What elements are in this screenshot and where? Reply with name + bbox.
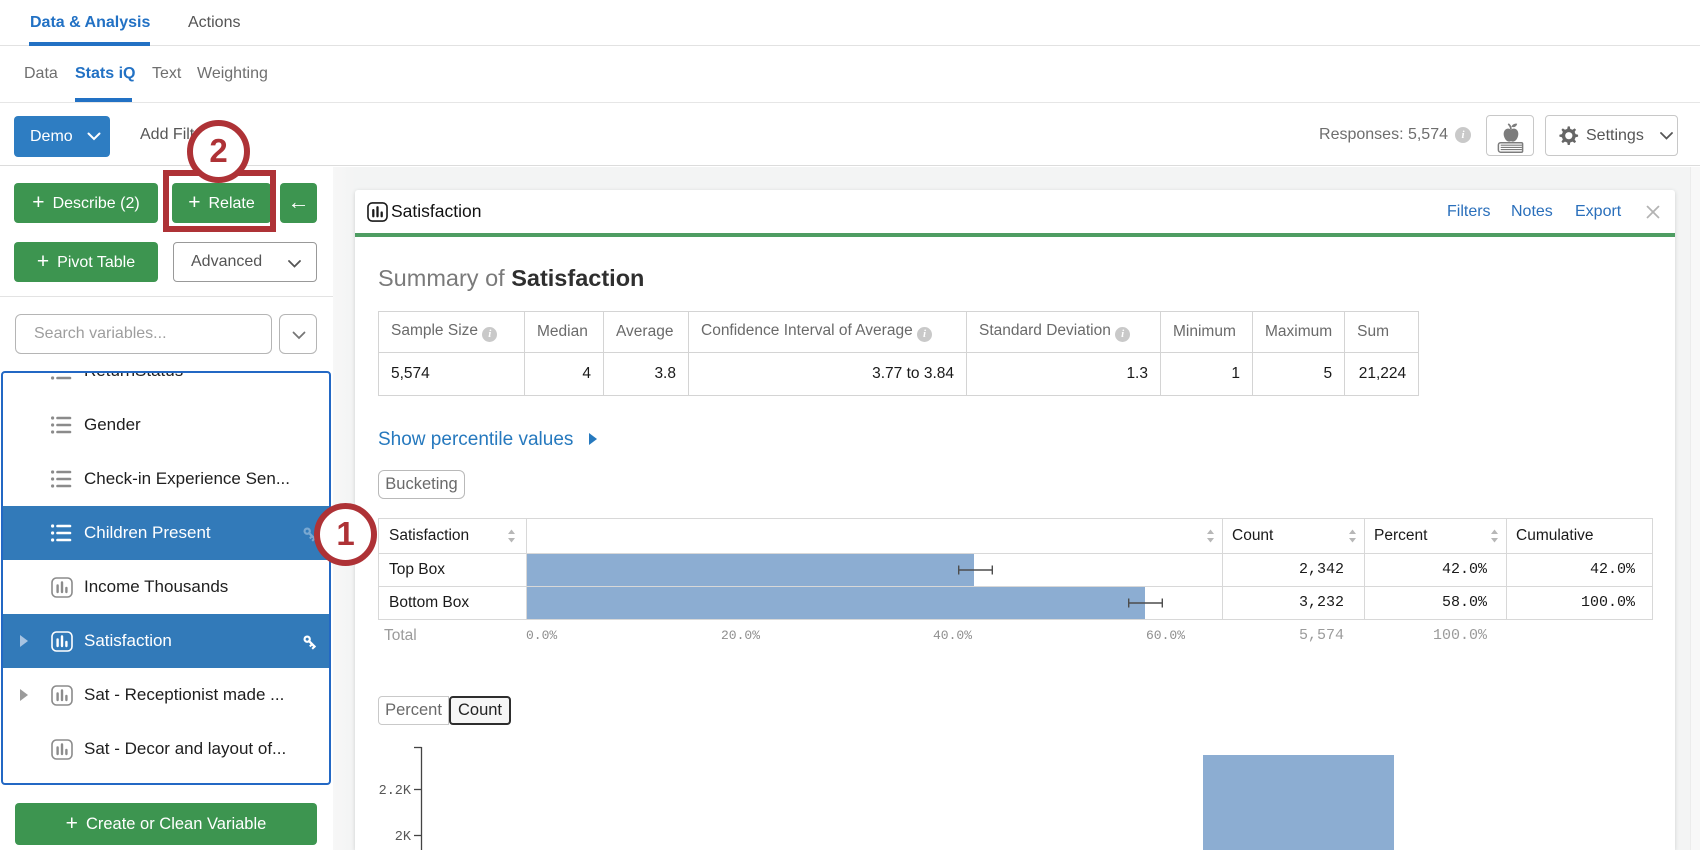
svg-text:2.2K: 2.2K	[379, 784, 412, 799]
svg-text:2K: 2K	[395, 830, 412, 845]
